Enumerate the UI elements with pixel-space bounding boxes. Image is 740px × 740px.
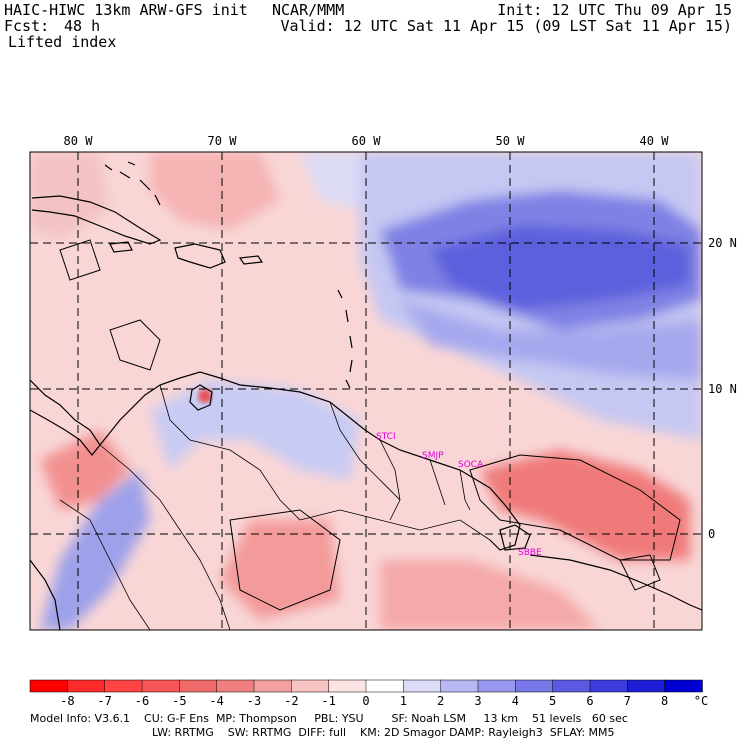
model-info-line1: Model Info: V3.6.1 CU: G-F Ens MP: Thomp… bbox=[30, 712, 628, 725]
colorbar-swatch bbox=[253, 679, 293, 693]
fcst-value: 48 h bbox=[64, 17, 101, 35]
model-title: HAIC-HIWC 13km ARW-GFS init bbox=[4, 1, 248, 19]
init-time: Init: 12 UTC Thu 09 Apr 15 bbox=[497, 1, 732, 19]
colorbar-swatch bbox=[515, 679, 554, 693]
colorbar-tick-label: 4 bbox=[511, 694, 519, 708]
colorbar-tick-label: -2 bbox=[284, 694, 299, 708]
colorbar-tick-label: 6 bbox=[586, 694, 594, 708]
colorbar-swatch bbox=[365, 679, 405, 693]
lon-label-50w: 50 W bbox=[495, 134, 525, 148]
lon-label-80w: 80 W bbox=[63, 134, 93, 148]
model-info-line2: LW: RRTMG SW: RRTMG DIFF: full KM: 2D Sm… bbox=[152, 726, 615, 739]
colorbar-tick-label: 0 bbox=[362, 694, 370, 708]
colorbar-tick-label: 8 bbox=[661, 694, 669, 708]
place-label-smjp: SMJP bbox=[422, 451, 444, 461]
fcst-label: Fcst: bbox=[4, 17, 50, 35]
lat-label-0: 0 bbox=[708, 527, 716, 541]
colorbar bbox=[29, 679, 703, 693]
colorbar-tick-label: -3 bbox=[246, 694, 262, 708]
valid-time: Valid: 12 UTC Sat 11 Apr 15 (09 LST Sat … bbox=[280, 17, 732, 35]
colorbar-swatch bbox=[440, 679, 479, 693]
center-label: NCAR/MMM bbox=[272, 1, 345, 19]
colorbar-swatch bbox=[328, 679, 367, 693]
lat-label-20n: 20 N bbox=[708, 236, 737, 250]
lat-label-10n: 10 N bbox=[708, 382, 737, 396]
lon-label-40w: 40 W bbox=[639, 134, 669, 148]
colorbar-tick-label: -4 bbox=[209, 694, 224, 708]
lon-label-70w: 70 W bbox=[207, 134, 237, 148]
colorbar-swatch bbox=[29, 679, 69, 693]
colorbar-swatch bbox=[552, 679, 591, 693]
place-label-soca: SOCA bbox=[458, 460, 484, 470]
colorbar-swatch bbox=[627, 679, 666, 693]
colorbar-tick-label: -1 bbox=[321, 694, 336, 708]
lon-label-60w: 60 W bbox=[351, 134, 381, 148]
place-label-sbbe: SBBE bbox=[518, 548, 542, 558]
colorbar-tick-label: -5 bbox=[172, 694, 187, 708]
colorbar-swatch bbox=[477, 679, 517, 693]
map-frame bbox=[29, 151, 703, 631]
colorbar-swatch bbox=[141, 679, 181, 693]
colorbar-swatch bbox=[589, 679, 629, 693]
colorbar-swatch bbox=[403, 679, 442, 693]
borders bbox=[59, 384, 491, 630]
field-shading bbox=[30, 152, 702, 630]
colorbar-tick-label: 7 bbox=[623, 694, 631, 708]
colorbar-swatch bbox=[67, 679, 106, 693]
place-label-stci: STCI bbox=[376, 432, 396, 442]
colorbar-swatch bbox=[291, 679, 330, 693]
colorbar-tick-label: 2 bbox=[437, 694, 445, 708]
colorbar-swatch bbox=[216, 679, 255, 693]
colorbar-tick-label: 3 bbox=[474, 694, 482, 708]
colorbar-unit: °C bbox=[693, 694, 709, 708]
colorbar-swatch bbox=[104, 679, 143, 693]
lat-lon-grid bbox=[30, 152, 702, 630]
coastlines bbox=[30, 161, 702, 630]
field-name: Lifted index bbox=[8, 33, 117, 51]
colorbar-tick-label: 5 bbox=[549, 694, 557, 708]
colorbar-tick-label: -6 bbox=[134, 694, 150, 708]
colorbar-swatch bbox=[179, 679, 218, 693]
colorbar-tick-label: -7 bbox=[97, 694, 112, 708]
colorbar-swatch bbox=[664, 679, 703, 693]
colorbar-tick-label: -8 bbox=[60, 694, 75, 708]
colorbar-tick-label: 1 bbox=[399, 694, 407, 708]
